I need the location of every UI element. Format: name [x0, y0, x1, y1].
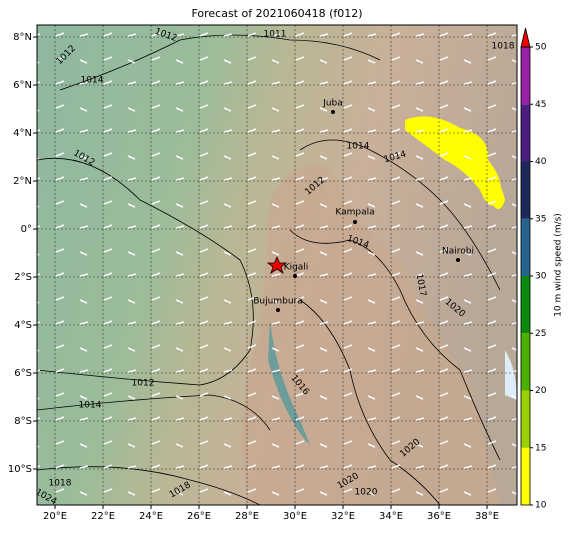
isobar-label: 1014	[347, 142, 370, 152]
isobar-label: 1014	[79, 401, 102, 411]
colorbar-segment	[521, 218, 530, 276]
map: Juba Kampala Kigali Bujumbura Nairobi 10…	[37, 25, 517, 505]
colorbar-tick-label: 45	[535, 100, 546, 110]
colorbar-segment	[521, 447, 530, 505]
title: Forecast of 2021060418 (f012)	[191, 7, 362, 20]
y-tick-label: 6°N	[13, 80, 32, 91]
y-tick-label: 8°S	[14, 416, 32, 427]
colorbar-segment	[521, 161, 530, 219]
city-dots	[276, 110, 460, 312]
x-tick-label: 20°E	[43, 511, 67, 522]
colorbar-tick-label: 30	[535, 272, 547, 282]
colorbar-tick-label: 15	[535, 443, 546, 453]
colorbar-tick-label: 20	[535, 386, 547, 396]
colorbar-tick-label: 10	[535, 501, 547, 511]
x-tick-label: 38°E	[475, 511, 499, 522]
city-label: Kigali	[284, 263, 309, 273]
star-marker	[266, 255, 288, 274]
x-tick-label: 32°E	[331, 511, 355, 522]
isobar-label: 1018	[49, 479, 72, 489]
x-tick-label: 28°E	[235, 511, 259, 522]
colorbar-segment	[521, 333, 530, 391]
map-frame	[36, 24, 518, 506]
isobar-label: 1017	[414, 273, 428, 297]
colorbar-extend	[520, 27, 531, 48]
colorbar-tick-label: 35	[535, 214, 546, 224]
x-tick-label: 34°E	[379, 511, 403, 522]
y-tick-label: 8°N	[13, 32, 32, 43]
isobar-label: 1018	[492, 42, 515, 52]
colorbar-label: 10 m wind speed (m/s)	[554, 213, 564, 317]
city-label: Nairobi	[442, 247, 474, 257]
x-tick-label: 22°E	[91, 511, 115, 522]
y-tick-label: 2°N	[13, 176, 32, 187]
x-tick-label: 26°E	[187, 511, 211, 522]
y-tick-label: 0°	[21, 224, 32, 235]
isobar-label: 1020	[355, 488, 378, 498]
isobar-label: 1012	[132, 379, 155, 389]
x-tick-label: 36°E	[427, 511, 451, 522]
y-tick-label: 4°S	[14, 320, 32, 331]
isobar-label: 1014	[81, 76, 104, 86]
y-tick-label: 6°S	[14, 368, 32, 379]
colorbar-segment	[521, 390, 530, 448]
isobar-label: 1011	[264, 30, 287, 40]
colorbar-segment	[521, 47, 530, 105]
city-label: Bujumbura	[253, 297, 302, 307]
colorbar-tick-label: 40	[535, 157, 547, 167]
colorbar-segment	[521, 104, 530, 162]
colorbar-tick-label: 25	[535, 329, 546, 339]
x-tick-label: 24°E	[139, 511, 163, 522]
colorbar: 10 15 20 25 30 35 40 45 50	[520, 27, 547, 511]
y-tick-label: 10°S	[8, 464, 32, 475]
x-tick-label: 30°E	[283, 511, 307, 522]
y-tick-label: 2°S	[14, 272, 32, 283]
city-label: Juba	[322, 99, 343, 109]
y-tick-label: 4°N	[13, 128, 32, 139]
city-label: Kampala	[335, 208, 374, 218]
colorbar-tick-label: 50	[535, 43, 547, 53]
colorbar-segment	[521, 276, 530, 334]
